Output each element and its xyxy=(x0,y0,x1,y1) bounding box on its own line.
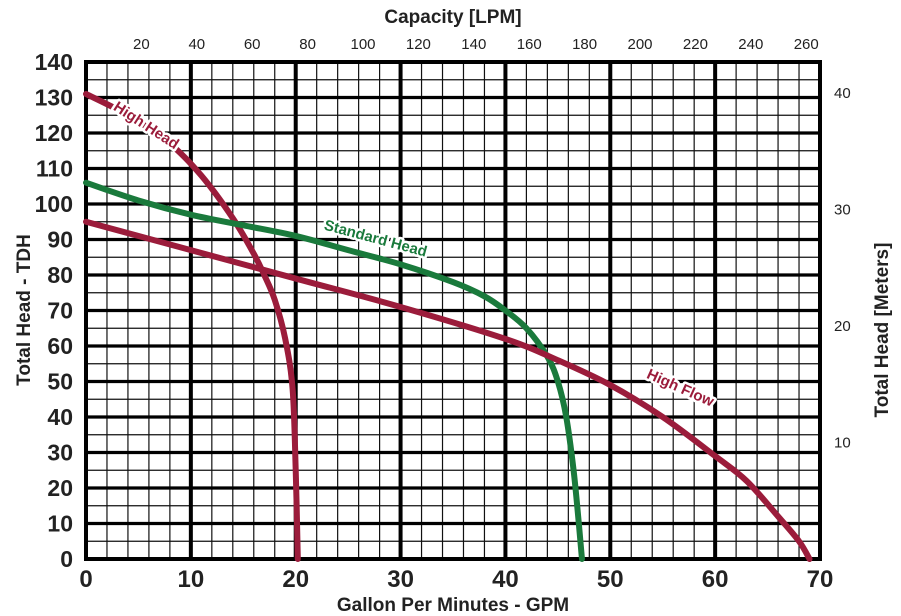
x2-tick-label: 40 xyxy=(188,36,205,53)
x-tick-label: 70 xyxy=(807,566,834,593)
y-tick-label: 80 xyxy=(47,262,73,288)
x2-tick-label: 260 xyxy=(794,36,819,53)
y2-tick-label: 10 xyxy=(834,435,851,452)
y-tick-label: 140 xyxy=(35,49,73,75)
x-tick-label: 50 xyxy=(597,566,624,593)
x2-tick-label: 160 xyxy=(517,36,542,53)
y-tick-label: 70 xyxy=(47,298,73,324)
plot-frame xyxy=(84,60,822,561)
x2-tick-label: 60 xyxy=(244,36,261,53)
y-tick-label: 60 xyxy=(47,333,73,359)
x2-tick-label: 200 xyxy=(627,36,652,53)
x2-tick-label: 180 xyxy=(572,36,597,53)
x-tick-label: 20 xyxy=(282,566,309,593)
y-tick-label: 50 xyxy=(47,369,73,395)
x2-axis-label: Capacity [LPM] xyxy=(384,7,521,28)
x-tick-label: 30 xyxy=(387,566,414,593)
series-line-high-flow xyxy=(83,218,813,562)
x2-tick-label: 20 xyxy=(133,36,150,53)
y-tick-label: 40 xyxy=(47,404,73,430)
x-tick-label: 10 xyxy=(178,566,205,593)
y-tick-label: 0 xyxy=(60,546,73,572)
x2-tick-label: 100 xyxy=(350,36,375,53)
y-tick-label: 30 xyxy=(47,440,73,466)
x2-tick-label: 220 xyxy=(683,36,708,53)
y-tick-label: 120 xyxy=(35,120,73,146)
y-tick-label: 20 xyxy=(47,475,73,501)
y-tick-label: 100 xyxy=(35,191,73,217)
y2-axis-label: Total Head [Meters] xyxy=(872,243,893,418)
grid-major xyxy=(84,60,822,561)
x2-tick-label: 240 xyxy=(738,36,763,53)
tick-labels: 0 10 20 30 40 50 60 70 0 10 20 30 40 50 60 70 80 90 100 110… xyxy=(35,36,851,593)
x-axis-label: Gallon Per Minutes - GPM xyxy=(337,595,569,616)
y-tick-label: 90 xyxy=(47,227,73,253)
x2-tick-label: 120 xyxy=(406,36,431,53)
y2-tick-label: 40 xyxy=(834,85,851,102)
y-tick-label: 10 xyxy=(47,511,73,537)
y2-tick-label: 30 xyxy=(834,202,851,219)
x-tick-label: 60 xyxy=(702,566,729,593)
series-line-standard-head xyxy=(83,179,585,562)
x2-tick-label: 80 xyxy=(299,36,316,53)
y-tick-label: 110 xyxy=(36,156,73,182)
x-tick-label: 0 xyxy=(79,566,92,593)
y-tick-label: 130 xyxy=(35,85,73,111)
x-tick-label: 40 xyxy=(492,566,519,593)
y-axis-label: Total Head - TDH xyxy=(14,234,35,386)
y2-tick-label: 20 xyxy=(834,318,851,335)
x2-tick-label: 140 xyxy=(461,36,486,53)
